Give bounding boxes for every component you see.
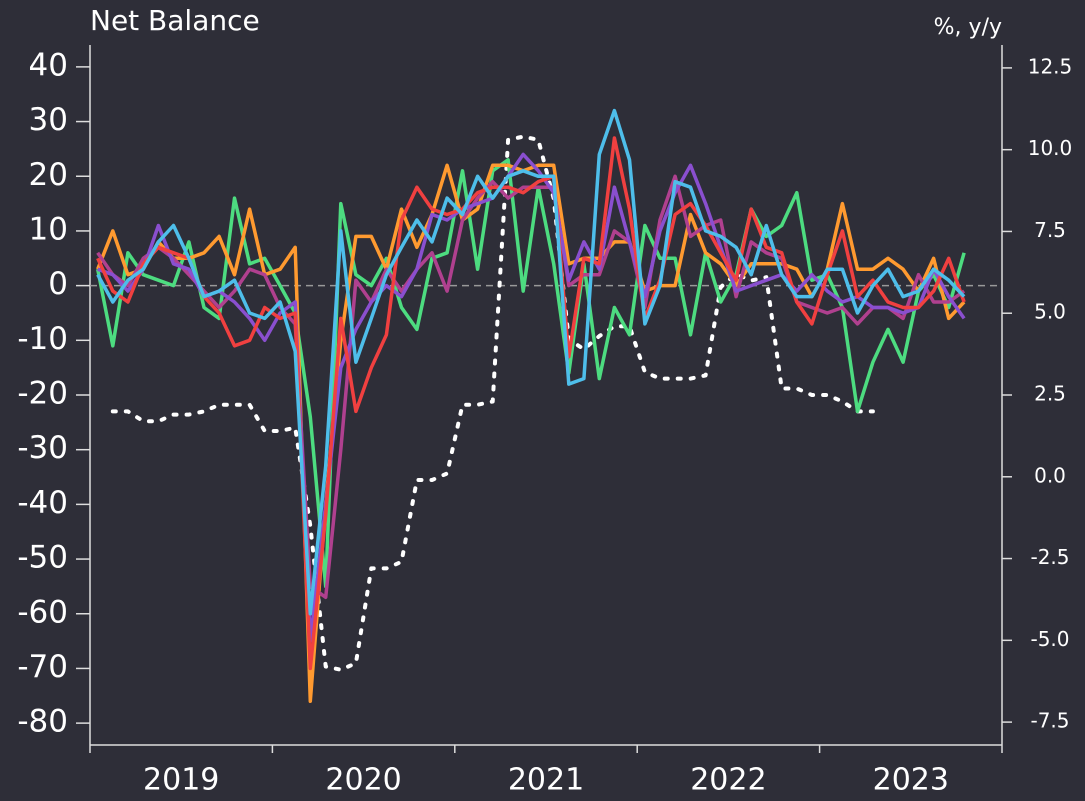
- x-tick-label: 2022: [690, 763, 766, 798]
- x-tick-label: 2023: [873, 763, 949, 798]
- y-tick-label: 0: [48, 266, 68, 302]
- y2-tick-label: 2.5: [1034, 382, 1066, 406]
- y-tick-label: 10: [29, 211, 68, 247]
- y-tick-label: -50: [17, 540, 68, 576]
- x-tick-label: 2020: [325, 763, 401, 798]
- y-tick-label: -30: [17, 430, 68, 466]
- dotted-line: [110, 134, 875, 672]
- y-tick-label: 20: [29, 157, 68, 193]
- y2-tick-label: 7.5: [1034, 218, 1066, 242]
- y2-tick-label: -7.5: [1030, 709, 1069, 733]
- y-tick-label: -60: [17, 594, 68, 630]
- series-line: [96, 108, 966, 616]
- y-tick-label: -80: [17, 704, 68, 740]
- x-tick-label: 2021: [508, 763, 584, 798]
- y2-tick-label: 5.0: [1034, 300, 1066, 324]
- y2-tick-label: 10.0: [1028, 136, 1073, 160]
- y2-tick-label: 12.5: [1028, 54, 1073, 78]
- y-tick-label: -40: [17, 485, 68, 521]
- y-tick-label: -10: [17, 321, 68, 357]
- y-tick-label: 40: [29, 47, 68, 83]
- y2-tick-label: -5.0: [1030, 627, 1069, 651]
- y2-axis-label: %, y/y: [934, 15, 1002, 40]
- series-line: [96, 136, 966, 671]
- x-tick-label: 2019: [143, 763, 219, 798]
- y2-tick-label: 0.0: [1034, 463, 1066, 487]
- y-tick-label: 30: [29, 102, 68, 138]
- chart-title: Net Balance: [90, 4, 260, 37]
- y2-tick-label: -2.5: [1030, 545, 1069, 569]
- y-tick-label: -20: [17, 376, 68, 412]
- y-tick-label: -70: [17, 649, 68, 685]
- series-line: [95, 158, 966, 589]
